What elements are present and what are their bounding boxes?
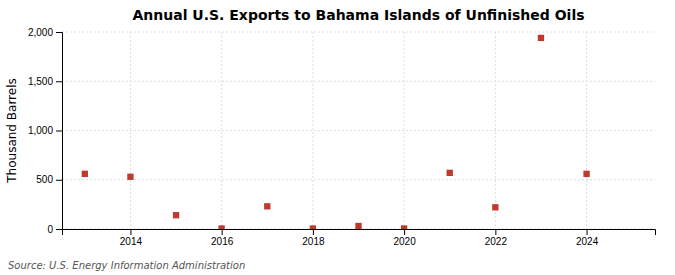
grid-line xyxy=(62,32,655,33)
tick-label: 2,000 xyxy=(28,27,53,38)
point xyxy=(538,35,544,41)
tick-label: 1,500 xyxy=(28,76,53,87)
tick: 2020 xyxy=(393,229,416,247)
annotation: Source: U.S. Energy Information Administ… xyxy=(8,260,245,271)
tick-label: 2014 xyxy=(120,236,143,247)
tick-label: 2024 xyxy=(576,236,599,247)
points xyxy=(82,35,590,229)
plot: 2014 2016 2018 2020 2022 2024 0 500 1,000 1,500 2,… xyxy=(28,27,656,247)
grid-line xyxy=(130,32,131,229)
tick: 0 xyxy=(47,224,62,235)
tick-label: 2016 xyxy=(211,236,234,247)
point xyxy=(264,203,270,209)
tick: 2018 xyxy=(302,229,325,247)
axis-line xyxy=(63,230,656,236)
point xyxy=(173,212,179,218)
point xyxy=(447,170,453,176)
grid-line xyxy=(312,32,313,229)
tick-mark xyxy=(404,229,405,235)
tick-mark xyxy=(56,229,62,230)
grid-line xyxy=(586,32,587,229)
title: Annual U.S. Exports to Bahama Islands of… xyxy=(132,7,584,23)
tick: 1,000 xyxy=(28,125,62,136)
tick-label: 500 xyxy=(36,174,53,185)
x-axis: 2014 2016 2018 2020 2022 2024 xyxy=(63,229,656,247)
tick: 2014 xyxy=(120,229,143,247)
tick: 2016 xyxy=(211,229,234,247)
tick: 2024 xyxy=(576,229,599,247)
grid-line xyxy=(495,32,496,229)
grid-line xyxy=(221,32,222,229)
tick: 500 xyxy=(36,174,62,185)
tick-mark xyxy=(587,229,588,235)
chart: 2014 2016 2018 2020 2022 2024 0 500 1,000 1,500 2,… xyxy=(0,0,675,275)
y-axis: 0 500 1,000 1,500 2,000 xyxy=(28,27,63,235)
grid-line xyxy=(62,81,655,82)
grid xyxy=(62,32,655,229)
point xyxy=(401,225,407,229)
point xyxy=(583,171,589,177)
tick-label: 0 xyxy=(47,224,53,235)
point xyxy=(492,204,498,210)
tick-mark xyxy=(56,131,62,132)
tick-mark xyxy=(56,32,62,33)
tick-label: 2020 xyxy=(393,236,416,247)
tick: 1,500 xyxy=(28,76,62,87)
tick-label: 2018 xyxy=(302,236,325,247)
tick-label: 1,000 xyxy=(28,125,53,136)
point xyxy=(310,225,316,229)
grid-line xyxy=(62,130,655,131)
tick: 2,000 xyxy=(28,27,62,38)
point xyxy=(82,171,88,177)
grid-line xyxy=(62,179,655,180)
tick-mark xyxy=(222,229,223,235)
tick-mark xyxy=(56,180,62,181)
tick-mark xyxy=(313,229,314,235)
point xyxy=(355,223,361,229)
tick-mark xyxy=(56,81,62,82)
tick-label: 2022 xyxy=(485,236,508,247)
point xyxy=(218,225,224,229)
point xyxy=(127,174,133,180)
axis-line xyxy=(56,33,63,230)
y-axis-label: Thousand Barrels xyxy=(5,78,19,183)
tick: 2022 xyxy=(485,229,508,247)
grid-line xyxy=(404,32,405,229)
tick-mark xyxy=(130,229,131,235)
tick-mark xyxy=(495,229,496,235)
